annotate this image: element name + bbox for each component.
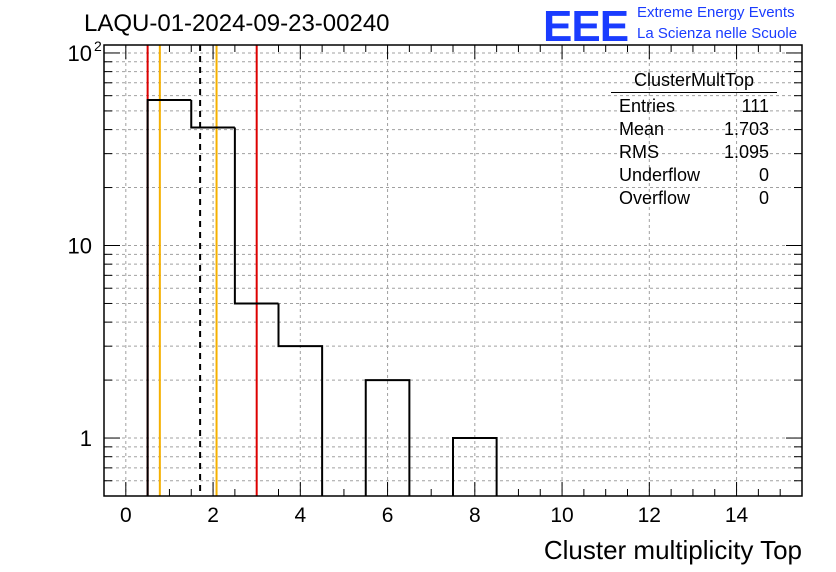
- x-tick-label: 0: [120, 504, 132, 527]
- stats-value: 1.095: [723, 142, 769, 162]
- histogram-bin: [146, 98, 192, 496]
- stats-row-underflow: Underflow 0: [611, 165, 777, 188]
- grid-lines: [104, 45, 802, 497]
- x-tick-label: 14: [725, 504, 749, 527]
- chart-title: LAQU-01-2024-09-23-00240: [84, 10, 390, 37]
- x-tick-label: 6: [382, 504, 394, 527]
- stats-label: Entries: [619, 96, 676, 116]
- stats-row-entries: Entries 111: [611, 96, 777, 119]
- stats-value: 0: [758, 188, 769, 208]
- stats-row-mean: Mean 1.703: [611, 119, 777, 142]
- stats-value: 111: [741, 96, 769, 116]
- stats-label: Overflow: [619, 188, 691, 208]
- x-tick-label: 8: [469, 504, 481, 527]
- stats-label: Mean: [619, 119, 665, 139]
- y-tick-label: 10: [68, 234, 92, 259]
- histogram-bars: [146, 98, 498, 496]
- histogram-bin: [277, 303, 324, 496]
- stats-box: ClusterMultTop Entries 111 Mean 1.703 RM…: [611, 70, 777, 211]
- x-axis-label: Cluster multiplicity Top: [543, 535, 802, 565]
- axis-ticks: [103, 45, 803, 497]
- x-tick-label: 12: [638, 504, 661, 527]
- stats-value: 1.703: [723, 119, 769, 139]
- x-tick-label: 2: [207, 504, 219, 527]
- stats-value: 0: [758, 165, 769, 185]
- stats-row-overflow: Overflow 0: [611, 188, 777, 211]
- y-tick-label: 1: [80, 426, 92, 451]
- y-tick-label: 10: [68, 41, 92, 66]
- stats-label: RMS: [619, 142, 659, 162]
- histogram-bin: [364, 379, 411, 496]
- stats-row-rms: RMS 1.095: [611, 142, 777, 165]
- stats-label: Underflow: [619, 165, 701, 185]
- histogram-bin: [233, 127, 279, 305]
- stats-box-title: ClusterMultTop: [611, 70, 777, 93]
- x-tick-label: 10: [550, 504, 573, 527]
- eee-logo: EEE: [543, 2, 629, 51]
- plot-frame: [103, 44, 803, 497]
- logo-subtitle-line2: La Scienza nelle Scuole: [637, 25, 798, 42]
- histogram-bin: [190, 99, 235, 129]
- histogram-bin: [452, 437, 498, 496]
- logo-subtitle-line1: Extreme Energy Events: [637, 4, 795, 21]
- y-tick-exponent: 2: [94, 38, 102, 54]
- x-tick-label: 4: [294, 504, 306, 527]
- marker-lines: [146, 45, 258, 496]
